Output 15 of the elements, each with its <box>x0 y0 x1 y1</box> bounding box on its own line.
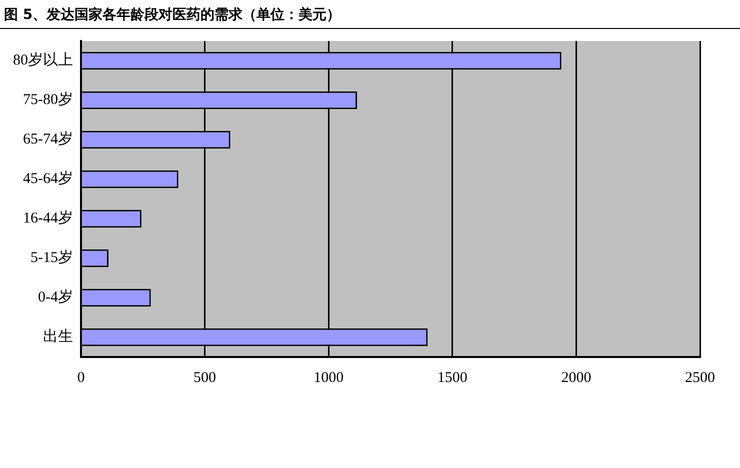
y-tick-label: 65-74岁 <box>23 130 73 148</box>
x-tick-label: 2500 <box>685 370 715 386</box>
x-tick-label: 0 <box>77 370 85 386</box>
y-tick-label: 80岁以上 <box>13 52 73 69</box>
y-tick-label: 5-15岁 <box>30 249 73 266</box>
x-tick-label: 2000 <box>561 370 592 386</box>
y-tick-label: 出生 <box>43 328 73 346</box>
x-tick-label: 1000 <box>314 370 344 386</box>
x-tick-label: 1500 <box>437 370 468 386</box>
y-tick-label: 16-44岁 <box>23 210 73 227</box>
y-tick-label: 75-80岁 <box>23 91 73 108</box>
x-tick-label: 500 <box>194 370 216 386</box>
y-tick-label: 45-64岁 <box>23 170 73 188</box>
chart-title: 图 5、发达国家各年龄段对医药的需求（单位：美元） <box>0 0 740 29</box>
y-tick-label: 0-4岁 <box>38 288 73 306</box>
